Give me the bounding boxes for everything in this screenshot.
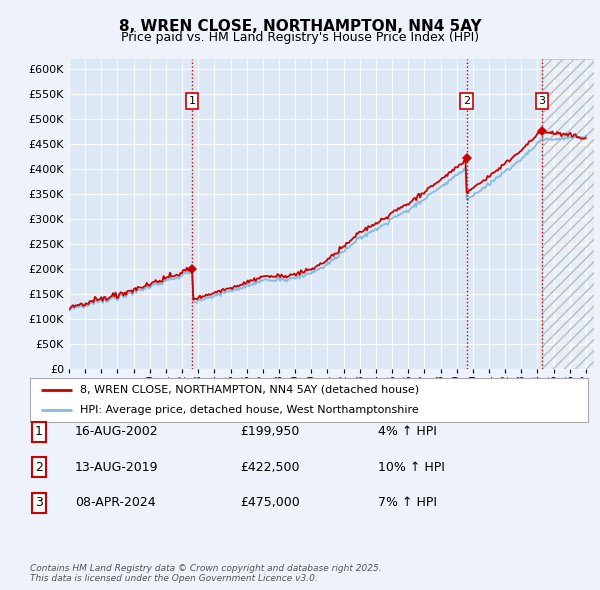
Text: 8, WREN CLOSE, NORTHAMPTON, NN4 5AY (detached house): 8, WREN CLOSE, NORTHAMPTON, NN4 5AY (det…	[80, 385, 419, 395]
Text: 3: 3	[538, 96, 545, 106]
Text: HPI: Average price, detached house, West Northamptonshire: HPI: Average price, detached house, West…	[80, 405, 419, 415]
Text: 1: 1	[35, 425, 43, 438]
Text: 3: 3	[35, 496, 43, 509]
Text: £199,950: £199,950	[240, 425, 299, 438]
Text: 10% ↑ HPI: 10% ↑ HPI	[378, 461, 445, 474]
Text: 08-APR-2024: 08-APR-2024	[75, 496, 155, 509]
Text: 1: 1	[188, 96, 196, 106]
Text: 4% ↑ HPI: 4% ↑ HPI	[378, 425, 437, 438]
Text: £475,000: £475,000	[240, 496, 300, 509]
Text: 16-AUG-2002: 16-AUG-2002	[75, 425, 158, 438]
Text: 8, WREN CLOSE, NORTHAMPTON, NN4 5AY: 8, WREN CLOSE, NORTHAMPTON, NN4 5AY	[119, 19, 481, 34]
Text: Contains HM Land Registry data © Crown copyright and database right 2025.
This d: Contains HM Land Registry data © Crown c…	[30, 563, 382, 583]
Text: 2: 2	[463, 96, 470, 106]
Text: 13-AUG-2019: 13-AUG-2019	[75, 461, 158, 474]
Text: Price paid vs. HM Land Registry's House Price Index (HPI): Price paid vs. HM Land Registry's House …	[121, 31, 479, 44]
Text: £422,500: £422,500	[240, 461, 299, 474]
Text: 2: 2	[35, 461, 43, 474]
Text: 7% ↑ HPI: 7% ↑ HPI	[378, 496, 437, 509]
